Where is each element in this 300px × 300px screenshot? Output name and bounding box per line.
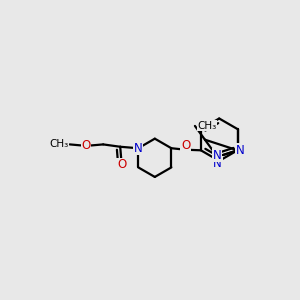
Text: CH₃: CH₃ — [197, 121, 217, 131]
Text: N: N — [213, 157, 222, 170]
Text: N: N — [236, 144, 244, 157]
Text: N: N — [134, 142, 142, 155]
Text: O: O — [117, 158, 126, 171]
Text: N: N — [213, 149, 222, 162]
Text: O: O — [181, 139, 190, 152]
Text: O: O — [82, 140, 91, 152]
Text: CH₃: CH₃ — [49, 140, 68, 149]
